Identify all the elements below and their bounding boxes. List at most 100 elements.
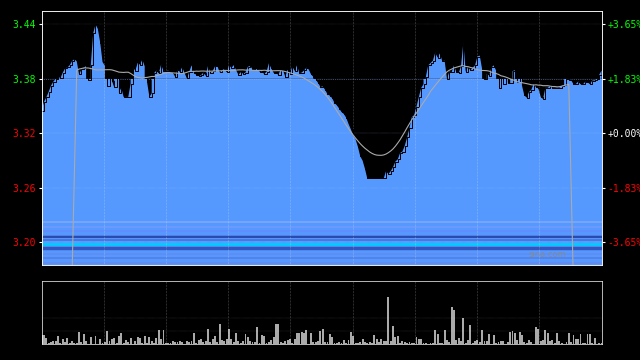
Bar [67, 338, 68, 344]
Bar [540, 341, 541, 344]
Bar [102, 343, 104, 344]
Bar [364, 342, 366, 344]
Bar [193, 333, 195, 344]
Bar [291, 343, 293, 344]
Bar [373, 336, 375, 344]
Bar [315, 342, 317, 344]
Bar [71, 341, 73, 344]
Bar [460, 341, 462, 344]
Bar [507, 342, 509, 344]
Bar [55, 341, 56, 344]
Bar [48, 343, 49, 344]
Bar [167, 343, 169, 344]
Bar [343, 340, 345, 344]
Bar [390, 341, 392, 344]
Bar [559, 341, 561, 344]
Bar [282, 343, 284, 344]
Bar [497, 342, 499, 344]
Bar [156, 338, 157, 344]
Bar [568, 333, 570, 344]
Bar [125, 341, 127, 344]
Bar [205, 341, 207, 344]
Bar [371, 343, 373, 344]
Bar [570, 342, 572, 344]
Bar [254, 342, 256, 344]
Bar [186, 341, 188, 344]
Bar [449, 342, 450, 344]
Bar [221, 340, 223, 344]
Bar [127, 342, 129, 344]
Bar [509, 332, 511, 344]
Bar [240, 343, 242, 344]
Bar [60, 343, 61, 344]
Bar [336, 343, 338, 344]
Bar [451, 307, 452, 344]
Bar [394, 337, 396, 344]
Bar [545, 330, 547, 344]
Bar [247, 337, 249, 344]
Bar [277, 324, 279, 344]
Bar [350, 332, 352, 344]
Bar [589, 334, 591, 344]
Bar [123, 343, 125, 344]
Bar [116, 343, 118, 344]
Bar [68, 343, 70, 344]
Bar [467, 340, 469, 344]
Bar [392, 326, 394, 344]
Bar [303, 333, 305, 344]
Bar [284, 341, 286, 344]
Bar [463, 318, 464, 344]
Bar [165, 343, 167, 344]
Bar [252, 342, 253, 344]
Bar [432, 343, 434, 344]
Bar [493, 335, 495, 344]
Bar [333, 343, 335, 344]
Bar [528, 340, 530, 344]
Bar [144, 336, 146, 344]
Bar [352, 336, 354, 344]
Bar [310, 333, 312, 344]
Bar [488, 334, 490, 344]
Bar [514, 333, 516, 344]
Bar [418, 339, 420, 344]
Bar [83, 334, 84, 344]
Bar [387, 297, 389, 344]
Bar [456, 340, 457, 344]
Bar [535, 327, 537, 344]
Bar [130, 338, 132, 344]
Bar [362, 339, 364, 344]
Bar [476, 339, 478, 344]
Bar [348, 340, 349, 344]
Bar [298, 333, 300, 344]
Bar [233, 342, 235, 344]
Bar [345, 343, 347, 344]
Bar [106, 331, 108, 344]
Bar [573, 336, 575, 344]
Bar [109, 341, 111, 344]
Bar [531, 342, 532, 344]
Bar [399, 343, 401, 344]
Bar [160, 339, 162, 344]
Bar [420, 339, 422, 344]
Bar [95, 337, 97, 344]
Bar [216, 342, 218, 344]
Bar [99, 339, 101, 344]
Bar [64, 342, 66, 344]
Bar [191, 341, 193, 344]
Bar [41, 335, 42, 344]
Bar [594, 338, 595, 344]
Bar [151, 341, 153, 344]
Bar [577, 339, 579, 344]
Bar [266, 343, 268, 344]
Bar [518, 332, 520, 344]
Bar [435, 330, 436, 344]
Bar [50, 342, 52, 344]
Bar [249, 341, 251, 344]
Bar [137, 337, 139, 344]
Bar [338, 342, 340, 344]
Bar [263, 336, 265, 344]
Bar [326, 342, 328, 344]
Bar [202, 342, 204, 344]
Bar [446, 340, 448, 344]
Bar [163, 330, 164, 344]
